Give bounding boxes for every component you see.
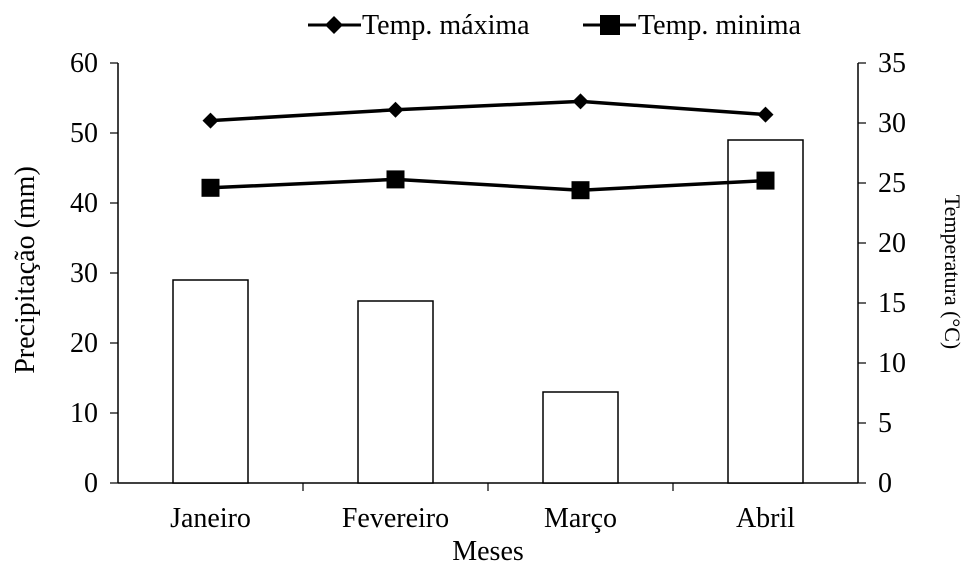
right-y-axis-label: Temperatura (°C): [940, 195, 965, 349]
right-y-tick-label: 5: [878, 408, 892, 439]
axis-labels: 0 10 20 30 40 50 60 0 5 10 15 20 25 30 35 Janeiro Fevere…: [10, 48, 965, 562]
temperature-point-maxima: [202, 112, 219, 129]
legend: Temp. máxima Temp. minima: [308, 10, 801, 41]
temperature-point-minima: [571, 181, 590, 200]
precipitation-bar-marco: [542, 391, 619, 484]
x-category-label: Março: [544, 503, 617, 534]
left-y-tick-label: 10: [70, 398, 98, 429]
left-y-tick-label: 60: [70, 48, 98, 79]
precipitation-bar-fevereiro: [357, 300, 434, 484]
temperature-line-minima: [208, 177, 768, 192]
right-y-tick-label: 0: [878, 468, 892, 499]
temperature-point-minima: [201, 178, 220, 197]
right-y-tick-label: 20: [878, 228, 906, 259]
x-category-label: Abril: [736, 503, 795, 534]
legend-square-icon: [600, 15, 620, 35]
legend-diamond-icon: [325, 16, 343, 34]
temperature-point-minima: [756, 171, 775, 190]
right-y-tick-label: 15: [878, 288, 906, 319]
temperature-point-maxima: [387, 101, 404, 118]
right-y-tick-label: 30: [878, 108, 906, 139]
legend-item-temp-minima: Temp. minima: [583, 10, 801, 41]
x-axis-label: Meses: [452, 536, 524, 562]
right-y-tick-label: 25: [878, 168, 906, 199]
precipitation-bars: [172, 139, 804, 484]
precipitation-bar-janeiro: [172, 279, 249, 484]
x-category-label: Fevereiro: [342, 503, 449, 534]
x-category-label: Janeiro: [170, 503, 251, 534]
temperature-point-minima: [386, 170, 405, 189]
precipitation-bar-abril: [727, 139, 804, 484]
left-y-tick-label: 30: [70, 258, 98, 289]
temperature-line-maxima: [208, 99, 768, 123]
legend-label-temp-maxima: Temp. máxima: [362, 10, 530, 41]
left-y-tick-label: 20: [70, 328, 98, 359]
left-y-tick-label: 0: [84, 468, 98, 499]
left-y-axis-label: Precipitação (mm): [10, 166, 41, 374]
temperature-point-maxima: [572, 93, 589, 110]
legend-label-temp-minima: Temp. minima: [638, 10, 801, 41]
legend-item-temp-maxima: Temp. máxima: [308, 10, 530, 41]
right-y-tick-label: 10: [878, 348, 906, 379]
left-y-tick-label: 40: [70, 188, 98, 219]
right-y-tick-label: 35: [878, 48, 906, 79]
temperature-lines: [201, 93, 775, 200]
left-y-tick-label: 50: [70, 118, 98, 149]
temperature-point-maxima: [757, 106, 774, 123]
